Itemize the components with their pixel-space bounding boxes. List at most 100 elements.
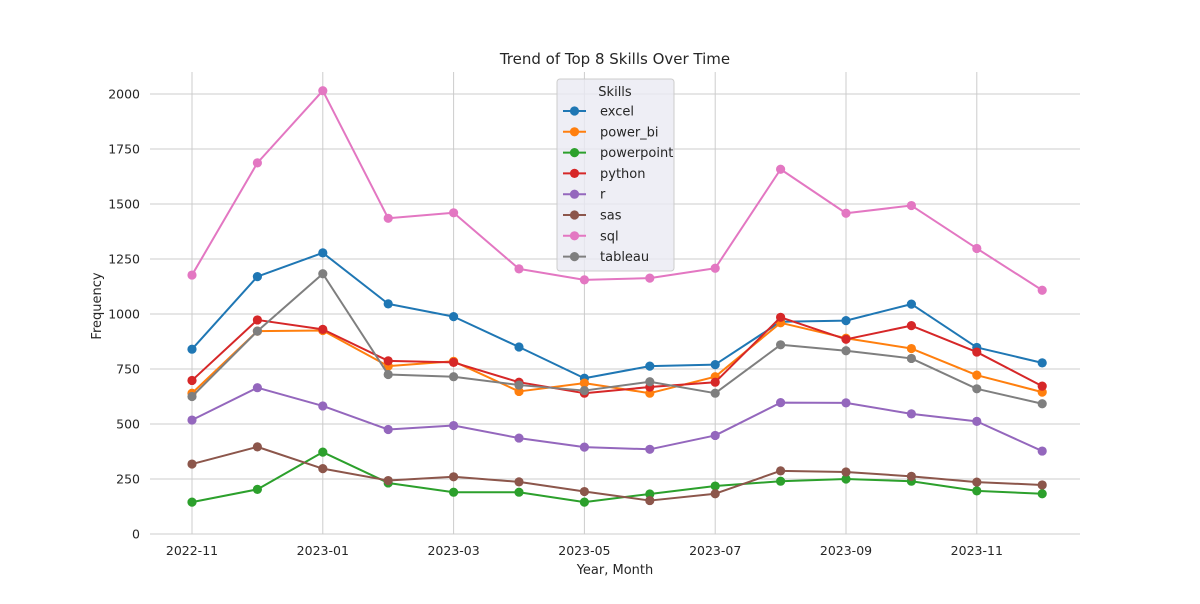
data-point [972, 384, 982, 394]
legend-item: sql [563, 229, 619, 244]
data-point [710, 360, 720, 370]
data-point [187, 497, 197, 507]
x-tick-label: 2023-09 [820, 543, 872, 558]
data-point [1037, 446, 1047, 456]
x-axis-label: Year, Month [576, 563, 654, 578]
data-point [710, 263, 720, 273]
data-point [318, 269, 328, 279]
data-point [514, 433, 524, 443]
data-point [449, 472, 459, 482]
data-point [187, 344, 197, 354]
x-tick-label: 2023-03 [427, 543, 479, 558]
data-point [252, 158, 262, 168]
data-point [1037, 285, 1047, 295]
data-point [383, 213, 393, 223]
chart-title: Trend of Top 8 Skills Over Time [499, 50, 730, 68]
data-point [841, 208, 851, 218]
legend-label: python [600, 167, 645, 182]
data-point [252, 326, 262, 336]
data-point [972, 486, 982, 496]
data-point [449, 372, 459, 382]
legend-marker [569, 168, 580, 178]
data-point [1037, 489, 1047, 499]
legend: Skills excel power_bi powerpoint python r sas… [556, 78, 675, 272]
series-line [191, 316, 1043, 395]
data-point [449, 420, 459, 431]
y-tick-label: 0 [132, 527, 140, 542]
data-point [187, 459, 197, 469]
legend-box [556, 78, 675, 272]
y-tick-label: 1750 [108, 142, 140, 157]
data-point [187, 270, 197, 280]
data-point [841, 398, 851, 408]
series-line [191, 321, 1043, 395]
x-tick-label: 2023-01 [297, 543, 349, 558]
legend-items: excel power_bi powerpoint python r sas sql tabl… [563, 105, 673, 265]
data-point [710, 489, 720, 499]
data-point [318, 86, 328, 96]
data-point [187, 375, 197, 386]
data-point [710, 388, 720, 398]
data-point [710, 430, 720, 441]
data-point [776, 164, 786, 174]
series-powerpoint [187, 447, 1047, 507]
y-tick-label: 1000 [108, 307, 140, 322]
series-line [191, 89, 1043, 292]
data-point [579, 275, 590, 285]
legend-marker [569, 127, 580, 137]
data-point [1037, 480, 1047, 490]
data-point [579, 385, 590, 396]
legend-item: python [563, 167, 645, 182]
data-point [841, 316, 851, 326]
data-point [514, 264, 524, 274]
data-point [972, 416, 982, 426]
data-point [383, 369, 393, 380]
legend-label: excel [600, 105, 634, 120]
data-point [383, 299, 393, 309]
series-tableau [187, 269, 1047, 409]
data-point [579, 442, 590, 452]
data-point [514, 380, 524, 390]
data-point [776, 466, 786, 476]
legend-label: power_bi [600, 125, 659, 140]
data-point [776, 398, 786, 408]
data-point [579, 486, 590, 497]
legend-item: sas [563, 209, 622, 224]
data-point [449, 208, 459, 218]
data-point [906, 343, 917, 354]
data-point [514, 342, 524, 352]
legend-item: r [563, 188, 606, 203]
data-point [514, 487, 524, 497]
data-point [776, 312, 786, 322]
data-point [449, 357, 459, 367]
data-point [710, 377, 720, 387]
data-point [841, 346, 851, 356]
data-point [906, 353, 917, 364]
series-python [187, 312, 1047, 398]
data-point [1037, 358, 1047, 368]
series-excel [187, 248, 1047, 383]
legend-label: tableau [600, 250, 649, 265]
series-lines [187, 86, 1047, 507]
data-point [710, 481, 720, 491]
y-tick-label: 1250 [108, 252, 140, 267]
data-point [906, 299, 917, 309]
legend-title: Skills [598, 85, 632, 100]
legend-label: sas [600, 209, 622, 224]
data-point [252, 272, 262, 282]
data-point [383, 424, 393, 435]
x-tick-label: 2023-07 [689, 543, 741, 558]
data-point [383, 475, 393, 486]
y-tick-label: 2000 [108, 87, 140, 102]
data-point [514, 386, 524, 397]
data-point [906, 321, 917, 331]
data-point [252, 484, 262, 494]
data-point [449, 487, 459, 497]
data-point [579, 497, 590, 507]
series-line [191, 445, 1043, 502]
legend-item: powerpoint [563, 146, 673, 161]
legend-marker [569, 231, 580, 241]
x-tick-label: 2022-11 [166, 543, 218, 558]
